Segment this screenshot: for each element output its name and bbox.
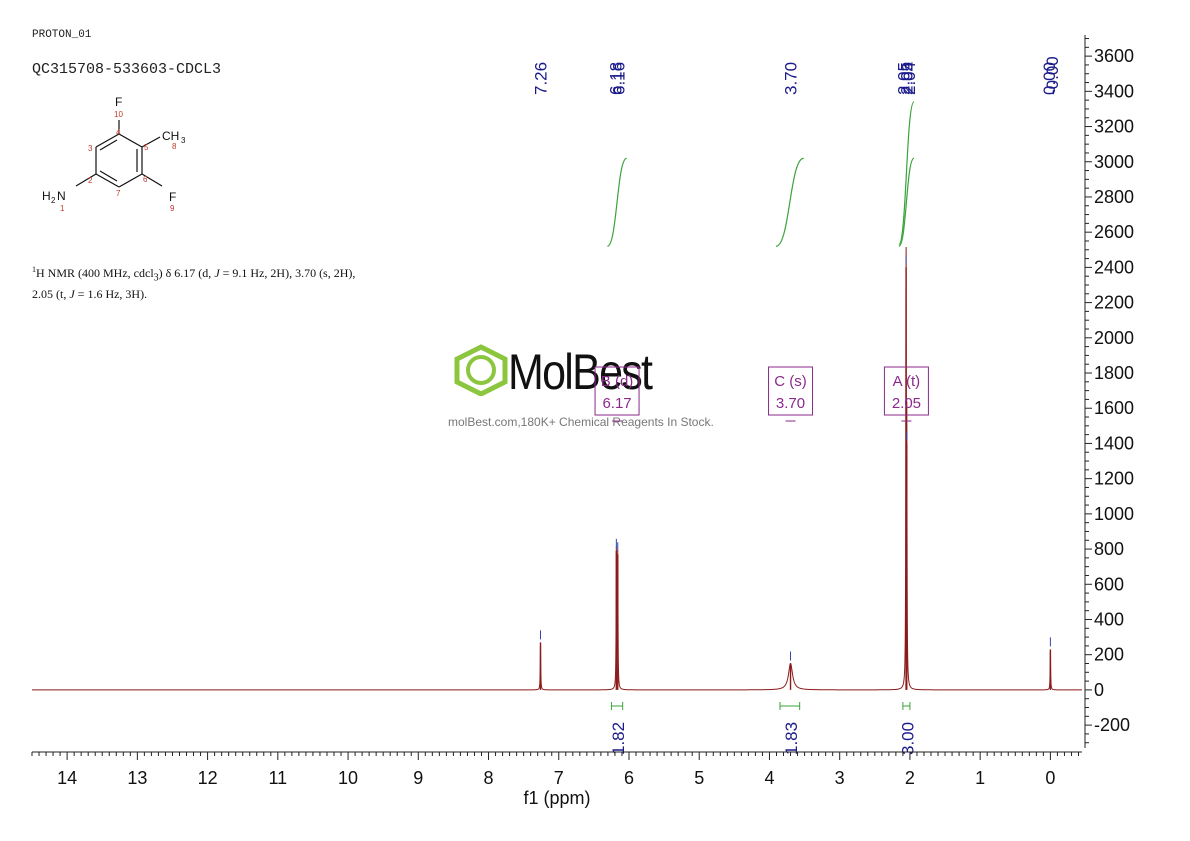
y-tick-label: 3600: [1094, 46, 1134, 66]
ring-number: 7: [116, 189, 121, 198]
x-tick-label: 8: [484, 768, 494, 788]
atom-f10: F: [115, 95, 122, 109]
y-tick-label: 1600: [1094, 398, 1134, 418]
y-tick-label: 0: [1094, 680, 1104, 700]
y-tick-label: 2000: [1094, 328, 1134, 348]
y-tick-label: 3400: [1094, 81, 1134, 101]
ring-number: 2: [88, 176, 93, 185]
integral-curve: [775, 157, 804, 247]
x-tick-label: 14: [57, 768, 77, 788]
y-tick-label: 2200: [1094, 293, 1134, 313]
multiplet-label: A (t): [893, 373, 921, 390]
y-tick-label: 600: [1094, 574, 1124, 594]
x-tick-label: 0: [1045, 768, 1055, 788]
ring-number: 4: [116, 128, 121, 137]
integral-curve: [606, 157, 628, 247]
peak-shift-label: 6.18: [607, 62, 626, 95]
atom-h: H: [42, 189, 51, 203]
y-tick-label: 3000: [1094, 152, 1134, 172]
multiplet-label: B (d): [601, 373, 634, 390]
x-tick-label: 9: [413, 768, 423, 788]
atom-n-number: 1: [60, 204, 65, 213]
multiplet-shift: 3.70: [776, 395, 805, 412]
x-tick-label: 10: [338, 768, 358, 788]
nmr-description: 1H NMR (400 MHz, cdcl3) δ 6.17 (d, J = 9…: [32, 265, 356, 302]
y-tick-label: 1000: [1094, 504, 1134, 524]
atom-n: N: [57, 189, 66, 203]
y-tick-label: 2600: [1094, 222, 1134, 242]
integral-curve: [898, 157, 915, 247]
peak-shift-label: 7.26: [531, 62, 550, 95]
y-tick-label: 200: [1094, 645, 1124, 665]
atom-f9-number: 9: [170, 204, 175, 213]
peak-shift-label: 3.70: [782, 62, 801, 95]
spectrum-trace: [32, 246, 1082, 691]
x-axis-label: f1 (ppm): [523, 788, 590, 808]
peak-shift-label: 0.00: [1040, 62, 1059, 95]
watermark-brand: MolBest: [508, 344, 653, 400]
x-tick-label: 3: [835, 768, 845, 788]
x-tick-label: 2: [905, 768, 915, 788]
y-tick-label: 1200: [1094, 469, 1134, 489]
x-tick-label: 12: [198, 768, 218, 788]
x-tick-label: 5: [694, 768, 704, 788]
multiplet-box: [768, 366, 814, 416]
atom-h-sub: 2: [51, 196, 56, 205]
integral-curve-tall: [898, 101, 915, 246]
atom-ch3-sub: 3: [181, 136, 186, 145]
y-tick-label: 800: [1094, 539, 1124, 559]
experiment-name: PROTON_01: [32, 29, 92, 41]
atom-ch3: CH: [162, 129, 179, 143]
integral-value: 3.00: [898, 722, 917, 755]
y-tick-label: 3200: [1094, 117, 1134, 137]
watermark-logo-icon: [454, 344, 508, 396]
x-tick-label: 4: [764, 768, 774, 788]
peak-shift-label: 2.05: [895, 62, 914, 95]
x-tick-label: 6: [624, 768, 634, 788]
y-tick-label: 400: [1094, 609, 1124, 629]
multiplet-box: [883, 366, 929, 416]
ring-number: 5: [144, 143, 149, 152]
y-tick-label: 1800: [1094, 363, 1134, 383]
x-tick-label: 7: [554, 768, 564, 788]
sample-id: QC315708-533603-CDCL3: [32, 61, 222, 78]
atom-f9: F: [169, 190, 176, 204]
y-tick-label: -200: [1094, 715, 1130, 735]
atom-f10-number: 10: [114, 110, 123, 119]
integral-value: 1.82: [609, 722, 628, 755]
peak-shift-label: 2.05: [897, 62, 916, 95]
integral-value: 1.83: [782, 722, 801, 755]
y-tick-label: 1400: [1094, 433, 1134, 453]
multiplet-shift: 2.05: [892, 395, 921, 412]
x-tick-label: 11: [268, 768, 287, 788]
x-tick-label: 1: [975, 768, 985, 788]
peak-shift-label: 2.04: [900, 62, 919, 95]
atom-ch3-number: 8: [172, 142, 177, 151]
ring-number: 6: [143, 175, 148, 184]
y-tick-label: 2400: [1094, 257, 1134, 277]
multiplet-shift: 6.17: [602, 395, 631, 412]
multiplet-label: C (s): [774, 373, 807, 390]
ring-number: 3: [88, 144, 93, 153]
x-tick-label: 13: [127, 768, 147, 788]
peak-shift-label: 6.16: [609, 62, 628, 95]
molecule-structure: F 10 CH 3 8 H 2 N 1 F 9 4 5 6 7 2 3: [42, 95, 186, 213]
y-tick-label: 2800: [1094, 187, 1134, 207]
watermark-tagline: molBest.com,180K+ Chemical Reagents In S…: [448, 415, 714, 429]
multiplet-box: [594, 366, 640, 416]
peak-shift-label: -0.00: [1043, 56, 1062, 95]
